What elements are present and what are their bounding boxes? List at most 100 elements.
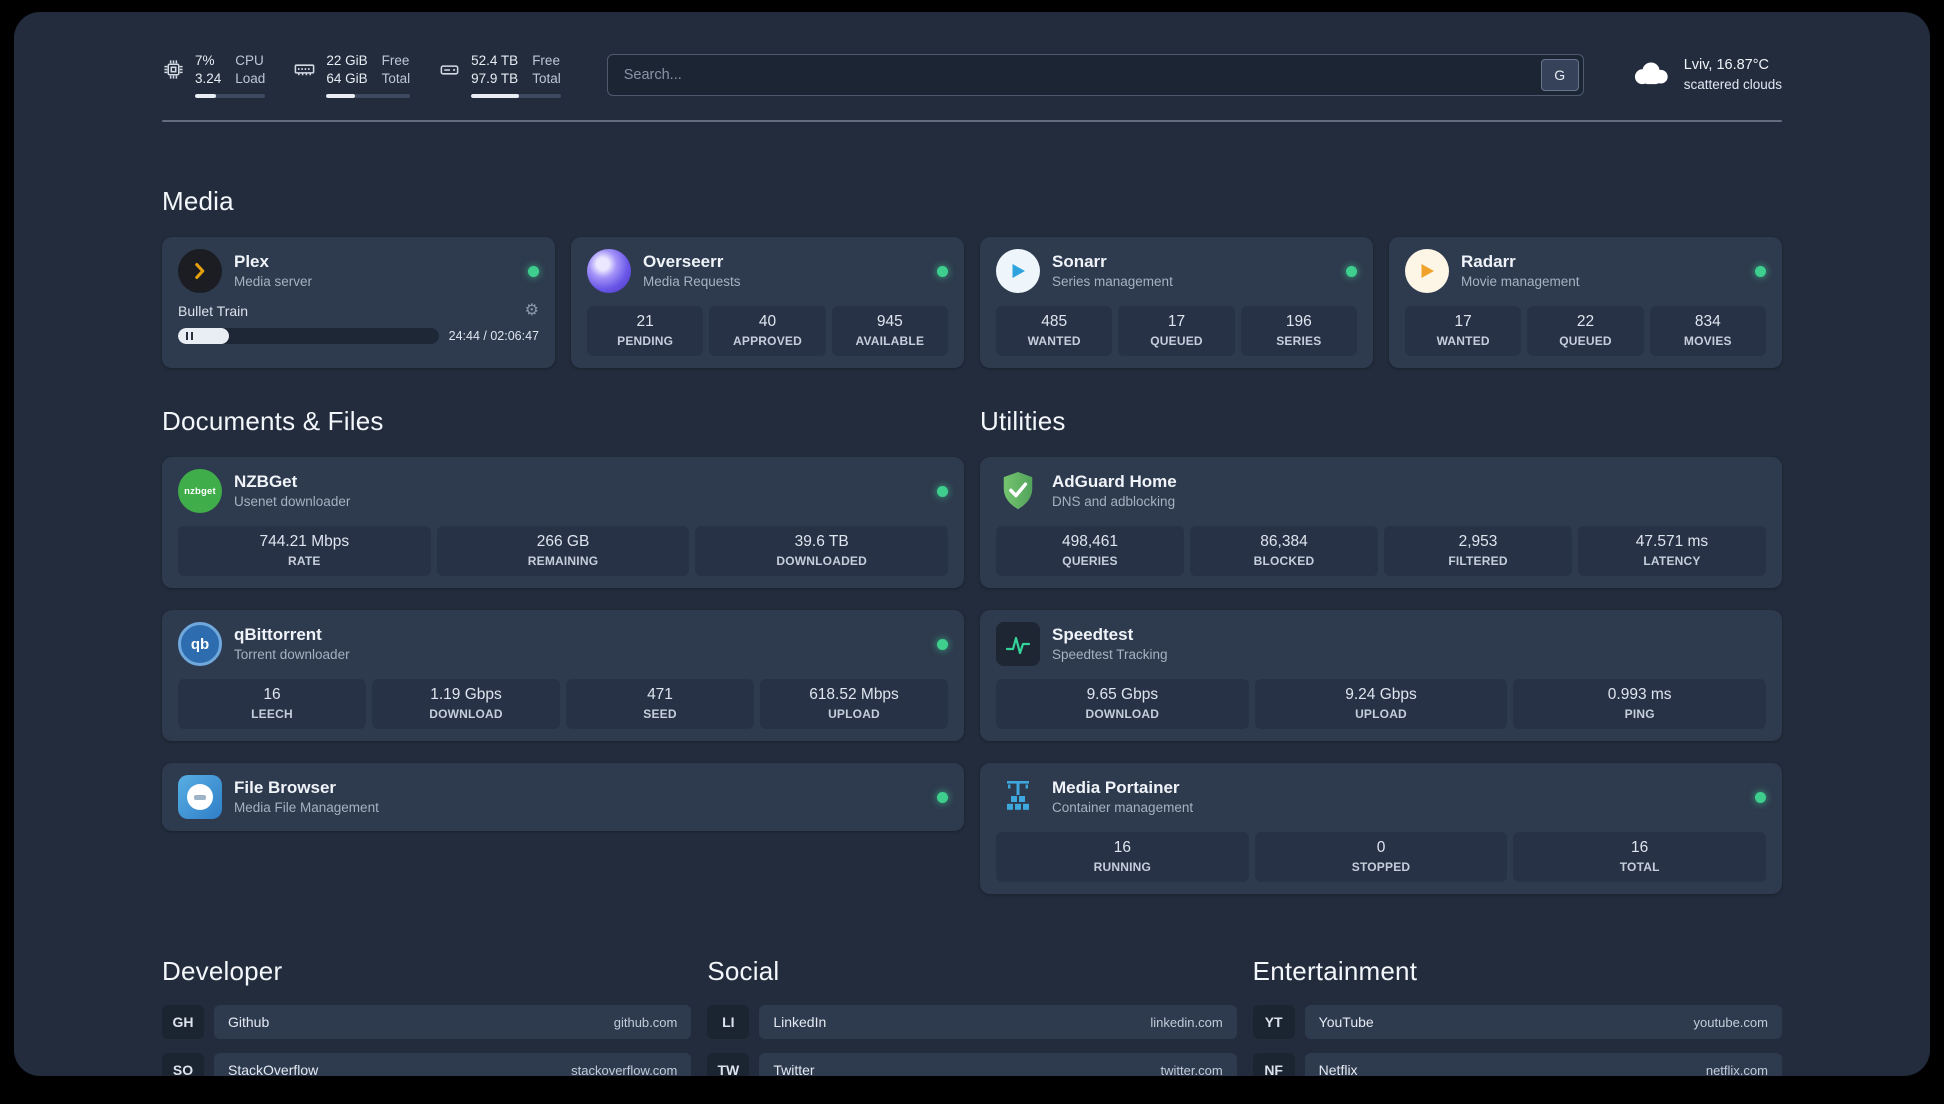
playback-progress-bar[interactable] [178, 328, 439, 345]
stat-label: WANTED [1027, 334, 1081, 349]
stat-running: 16 RUNNING [996, 832, 1249, 883]
ram-total-value: 64 GiB [326, 70, 368, 86]
bookmark-abbr: LI [707, 1005, 750, 1040]
bookmark-github[interactable]: GH Github github.com [162, 1005, 692, 1040]
filebrowser-glyph [187, 784, 213, 811]
ram-free-label: Free [381, 53, 410, 68]
stat-ping: 0.993 ms PING [1513, 679, 1767, 730]
status-dot [1755, 791, 1766, 803]
topbar: 7% 3.24 CPU Load [162, 52, 1782, 99]
disk-free-label: Free [532, 53, 560, 68]
bookmark-stackoverflow[interactable]: SO StackOverflow stackoverflow.com [162, 1053, 692, 1076]
stat-label: TOTAL [1619, 860, 1660, 875]
status-dot [1755, 265, 1766, 277]
search-engine-button[interactable]: G [1540, 59, 1579, 92]
stat-wanted: 485 WANTED [996, 306, 1113, 357]
app-card-plex[interactable]: Plex Media server Bullet Train ⚙ [162, 237, 555, 369]
cpu-label: CPU [235, 53, 264, 68]
stat-value: 16 [263, 686, 281, 704]
cloud-icon [1630, 59, 1672, 92]
app-card-overseerr[interactable]: Overseerr Media Requests 21 PENDING 40 A… [571, 237, 964, 369]
stat-label: FILTERED [1448, 554, 1508, 569]
stat-value: 39.6 TB [794, 533, 849, 551]
stat-value: 9.24 Gbps [1345, 686, 1417, 704]
app-subtitle: Media server [234, 274, 313, 290]
weather-widget: Lviv, 16.87°C scattered clouds [1630, 56, 1782, 94]
stat-series: 196 SERIES [1240, 306, 1357, 357]
media-grid: Plex Media server Bullet Train ⚙ [162, 237, 1782, 369]
stat-wanted: 17 WANTED [1405, 306, 1522, 357]
stat-label: UPLOAD [828, 707, 880, 722]
ram-monitor: 22 GiB 64 GiB Free Total [293, 52, 411, 99]
stat-pending: 21 PENDING [587, 306, 704, 357]
weather-location: Lviv, 16.87°C [1683, 57, 1770, 74]
gear-icon[interactable]: ⚙ [524, 302, 539, 320]
cpu-monitor: 7% 3.24 CPU Load [162, 52, 266, 99]
stat-download: 9.65 Gbps DOWNLOAD [996, 679, 1249, 730]
bookmark-name: Github [228, 1014, 270, 1031]
app-subtitle: Torrent downloader [234, 647, 350, 663]
app-card-sonarr[interactable]: Sonarr Series management 485 WANTED 17 Q… [980, 237, 1373, 369]
bookmark-netflix[interactable]: NF Netflix netflix.com [1252, 1053, 1782, 1076]
app-card-speedtest[interactable]: Speedtest Speedtest Tracking 9.65 Gbps D… [980, 610, 1782, 742]
app-subtitle: Media Requests [643, 274, 741, 290]
stat-value: 0 [1376, 839, 1386, 857]
status-dot [937, 485, 948, 497]
stat-label: DOWNLOADED [776, 554, 868, 569]
bookmark-youtube[interactable]: YT YouTube youtube.com [1252, 1005, 1782, 1040]
stat-available: 945 AVAILABLE [831, 306, 948, 357]
app-card-radarr[interactable]: Radarr Movie management 17 WANTED 22 QUE… [1389, 237, 1782, 369]
app-card-filebrowser[interactable]: File Browser Media File Management [162, 763, 964, 832]
stat-label: QUEUED [1150, 334, 1203, 349]
speedtest-icon [996, 622, 1040, 667]
bookmark-url: youtube.com [1693, 1014, 1768, 1030]
disk-total-value: 97.9 TB [471, 70, 519, 86]
stat-label: DOWNLOAD [1085, 707, 1160, 722]
bookmark-name: LinkedIn [773, 1014, 827, 1031]
status-dot [937, 638, 948, 650]
app-subtitle: Movie management [1461, 274, 1580, 290]
app-name: Plex [234, 252, 269, 272]
stat-label: MOVIES [1683, 334, 1732, 349]
pause-icon[interactable] [186, 332, 193, 341]
stat-label: AVAILABLE [855, 334, 925, 349]
bookmark-url: stackoverflow.com [571, 1062, 678, 1076]
stat-value: 498,461 [1061, 533, 1119, 551]
bookmark-url: linkedin.com [1150, 1014, 1223, 1030]
app-card-adguard[interactable]: AdGuard Home DNS and adblocking 498,461 … [980, 457, 1782, 589]
stat-value: 266 GB [536, 533, 590, 551]
app-name: Media Portainer [1052, 778, 1180, 798]
stat-label: PENDING [617, 334, 674, 349]
stat-value: 0.993 ms [1607, 686, 1672, 704]
app-card-nzbget[interactable]: nzbget NZBGet Usenet downloader 744.21 M… [162, 457, 964, 589]
disk-icon [438, 52, 461, 81]
status-dot [1346, 265, 1357, 277]
stat-label: DOWNLOAD [429, 707, 503, 722]
bookmark-url: github.com [613, 1014, 678, 1030]
bookmark-twitter[interactable]: TW Twitter twitter.com [707, 1053, 1237, 1076]
stat-value: 17 [1454, 313, 1472, 331]
app-card-portainer[interactable]: Media Portainer Container management 16 … [980, 763, 1782, 895]
app-subtitle: Speedtest Tracking [1052, 647, 1168, 663]
bookmarks-entertainment: Entertainment YT YouTube youtube.com NF … [1252, 956, 1782, 1076]
app-card-qbittorrent[interactable]: qb qBittorrent Torrent downloader 16 [162, 610, 964, 742]
stat-total: 16 TOTAL [1513, 832, 1767, 883]
bookmark-name: YouTube [1318, 1014, 1374, 1031]
stat-latency: 47.571 ms LATENCY [1578, 526, 1766, 577]
dashboard-panel: 7% 3.24 CPU Load [14, 12, 1930, 1076]
stat-value: 744.21 Mbps [259, 533, 350, 551]
stat-upload: 618.52 Mbps UPLOAD [760, 679, 948, 730]
stat-value: 2,953 [1458, 533, 1498, 551]
stat-value: 21 [636, 313, 654, 331]
stat-label: STOPPED [1351, 860, 1411, 875]
stat-label: PING [1624, 707, 1655, 722]
bookmark-linkedin[interactable]: LI LinkedIn linkedin.com [707, 1005, 1237, 1040]
app-name: qBittorrent [234, 625, 322, 645]
now-playing-title: Bullet Train [178, 303, 249, 320]
stat-queued: 17 QUEUED [1118, 306, 1235, 357]
app-name: AdGuard Home [1052, 472, 1177, 492]
search-input[interactable] [606, 54, 1584, 97]
stat-value: 485 [1041, 313, 1068, 331]
adguard-shield-icon [996, 469, 1040, 513]
section-title-social: Social [707, 956, 780, 987]
